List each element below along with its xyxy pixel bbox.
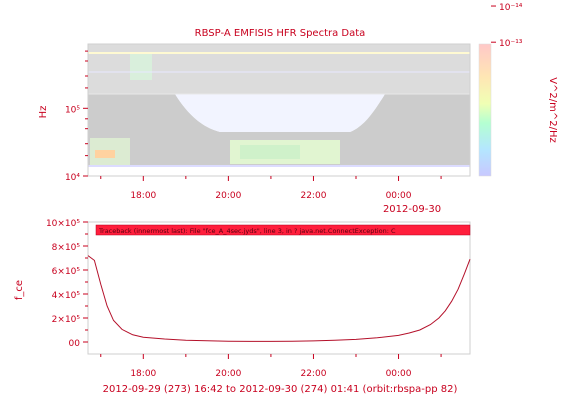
spectrogram-frame	[87, 43, 471, 177]
y-tick-label: 10⁵	[65, 105, 80, 115]
line-y-ticks: 10×10⁵ 8×10⁵ 6×10⁵ 4×10⁵ 2×10⁵ 00	[46, 219, 88, 349]
colorbar	[478, 43, 492, 177]
y-tick-label: 10⁴	[65, 173, 80, 183]
fce-series-line	[87, 255, 471, 342]
spectrum-patch-middle-core	[240, 145, 300, 159]
error-message: Traceback (innermost last): File "fce_A_…	[98, 227, 396, 235]
y-tick-label: 6×10⁵	[52, 267, 81, 277]
y-tick-label: 4×10⁵	[52, 291, 81, 301]
x-tick-label: 00:00	[386, 369, 412, 379]
chart-title: RBSP-A EMFISIS HFR Spectra Data	[195, 28, 366, 39]
spectrogram-y-label: Hz	[38, 106, 49, 119]
spectrogram-panel	[87, 43, 471, 177]
spectrogram-x-ticks: 18:00 20:00 22:00 00:00	[100, 176, 442, 201]
y-tick-label: 00	[69, 339, 81, 349]
x-tick-label: 00:00	[386, 191, 412, 201]
spectrum-patch-top	[130, 52, 152, 80]
x-tick-label: 22:00	[300, 369, 326, 379]
spectrum-gap	[175, 94, 385, 132]
colorbar-tick-label: 10⁻¹³	[499, 39, 523, 49]
error-banner	[95, 224, 471, 236]
colorbar-label: V^2/m^2/Hz	[547, 77, 558, 143]
spectrogram-y-ticks: 10⁴ 10⁵	[65, 50, 88, 183]
time-range-footer: 2012-09-29 (273) 16:42 to 2012-09-30 (27…	[103, 384, 458, 395]
x-tick-label: 18:00	[130, 369, 156, 379]
x-tick-label: 18:00	[130, 191, 156, 201]
spectrogram-date-label: 2012-09-30	[383, 204, 441, 215]
x-tick-label: 22:00	[300, 191, 326, 201]
spectrum-hot-left	[95, 150, 115, 158]
y-tick-label: 2×10⁵	[52, 315, 81, 325]
x-tick-label: 20:00	[215, 369, 241, 379]
colorbar-tick-label: 10⁻¹⁴	[499, 3, 523, 13]
line-panel-frame	[87, 221, 471, 355]
line-x-ticks: 18:00 20:00 22:00 00:00	[100, 354, 442, 379]
spectrum-band-main	[88, 94, 470, 166]
y-tick-label: 8×10⁵	[52, 243, 81, 253]
x-tick-label: 20:00	[215, 191, 241, 201]
line-y-label: f_ce	[14, 280, 25, 300]
error-banner-clip: Traceback (innermost last): File "fce_A_…	[98, 227, 396, 235]
y-tick-label: 10×10⁵	[46, 219, 80, 229]
